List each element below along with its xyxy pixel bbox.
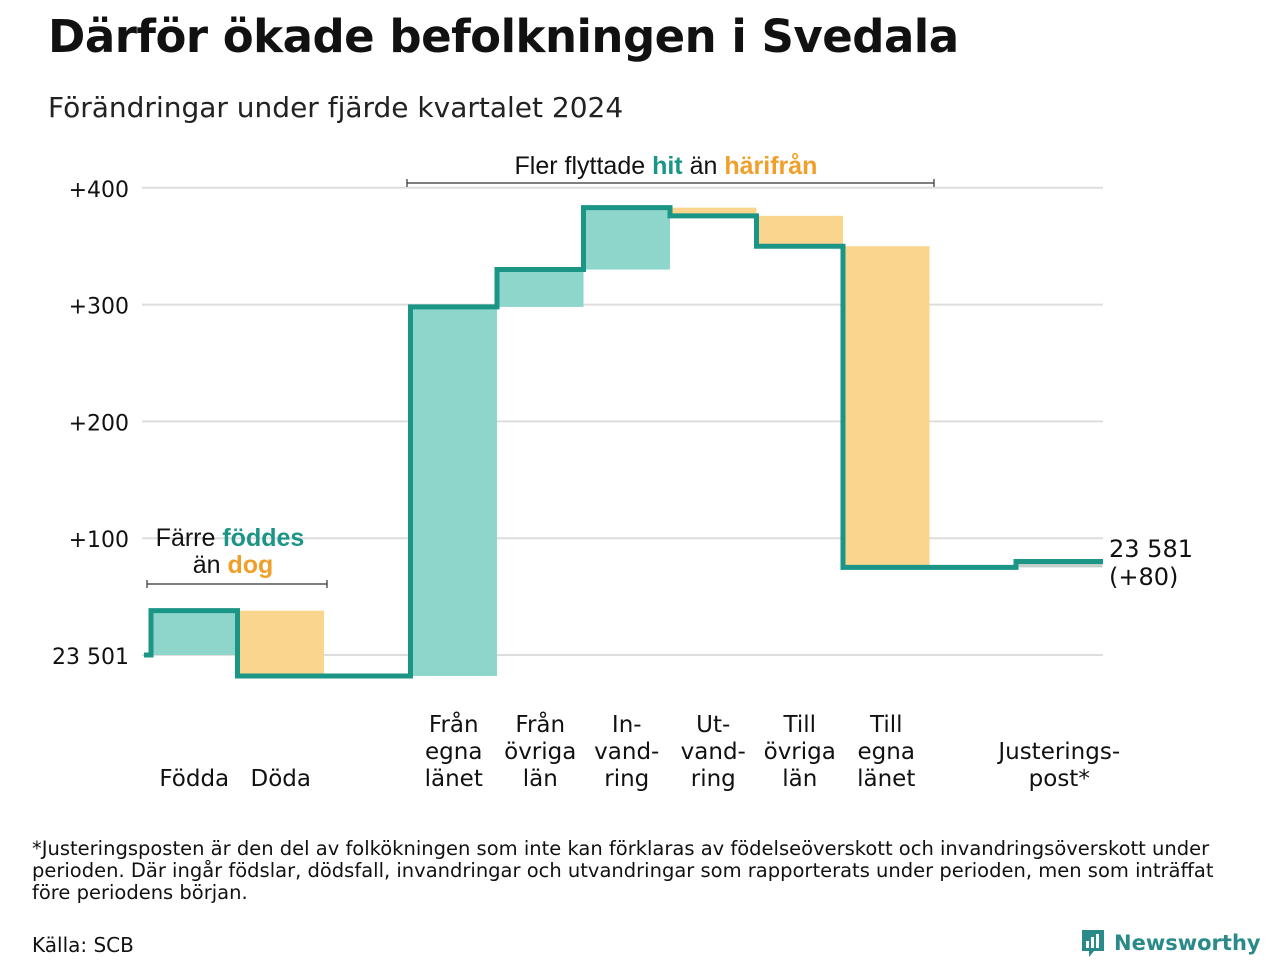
- brand-name: Newsworthy: [1114, 931, 1261, 955]
- x-axis-label: post*: [1029, 766, 1090, 792]
- x-axis-label: Från: [515, 710, 565, 738]
- migration-annotation-highlight: hit: [652, 152, 683, 180]
- x-axis-label: Döda: [251, 766, 311, 792]
- y-tick-label: 23 501: [52, 645, 129, 670]
- newsworthy-logo-icon: [1082, 930, 1104, 957]
- chart-title: Därför ökade befolkningen i Svedala: [48, 10, 959, 63]
- x-axis-label: In-: [612, 712, 642, 738]
- bar: [583, 207, 670, 270]
- x-axis-label: Ut-: [696, 712, 730, 738]
- y-tick-label: +400: [69, 178, 129, 203]
- brand-logo: Newsworthy: [1080, 928, 1261, 958]
- migration-annotation: Fler flyttade hit än härifrån: [406, 152, 935, 187]
- x-axis-label: Till: [782, 712, 816, 738]
- bar: [237, 610, 324, 677]
- chart-subtitle: Förändringar under fjärde kvartalet 2024: [48, 91, 624, 124]
- x-axis-label: vand-: [594, 739, 659, 765]
- x-axis-label: län: [782, 766, 817, 792]
- x-axis-label: övriga: [504, 739, 576, 765]
- svg-text:än dog: än dog: [193, 551, 274, 579]
- end-change: (+80): [1109, 563, 1178, 591]
- source-label: Källa: SCB: [32, 933, 134, 957]
- bar: [497, 269, 584, 307]
- y-tick-label: +100: [69, 528, 129, 553]
- end-value-label: 23 581 (+80): [1109, 535, 1193, 591]
- end-total: 23 581: [1109, 535, 1193, 563]
- x-axis-label: ring: [604, 766, 649, 792]
- births-annotation-highlight2: dog: [227, 551, 273, 579]
- x-axis-label: övriga: [764, 739, 836, 765]
- migration-annotation-middle: än: [690, 152, 718, 180]
- svg-text:Fler flyttade hit: Fler flyttade hit än härifrån: [515, 152, 818, 180]
- x-axis-label: Födda: [159, 766, 229, 792]
- x-axis-label: ring: [691, 766, 736, 792]
- x-axis-label: vand-: [681, 739, 746, 765]
- births-annotation-highlight: föddes: [222, 524, 304, 552]
- x-axis-label: län: [523, 766, 558, 792]
- x-axis-label: Från: [429, 710, 479, 738]
- x-axis-labels: Födda DödaFrånegnalänetFrånövrigalänIn-va…: [159, 710, 1120, 792]
- x-axis-label: länet: [425, 766, 483, 792]
- bar: [756, 215, 843, 247]
- y-axis-tick-labels: 23 501 +100 +200 +300 +400: [52, 178, 129, 670]
- migration-annotation-highlight2: härifrån: [724, 152, 817, 180]
- x-axis-label: Justerings-: [996, 739, 1120, 765]
- svg-text:Färre föddes: Färre föddes: [156, 524, 305, 552]
- bar: [1016, 561, 1103, 568]
- migration-annotation-prefix: Fler flyttade: [515, 152, 646, 180]
- x-axis-label: länet: [857, 766, 915, 792]
- births-annotation-middle: än: [193, 551, 221, 579]
- bar: [410, 306, 497, 677]
- bar: [843, 246, 930, 568]
- cumulative-step-line: [144, 205, 1103, 679]
- y-tick-label: +300: [69, 295, 129, 320]
- step-line: [144, 205, 1103, 679]
- waterfall-chart: 23 501+100+200+300+400 Födda DödaFrånegna…: [52, 152, 1193, 792]
- y-tick-label: +200: [69, 411, 129, 436]
- births-annotation: Färre föddes än dog: [146, 524, 328, 588]
- x-axis-label: egna: [425, 739, 482, 765]
- births-annotation-prefix: Färre: [156, 524, 216, 552]
- x-axis-label: Till: [869, 712, 903, 738]
- bars: [151, 207, 1103, 677]
- bar: [151, 610, 238, 655]
- x-axis-label: egna: [858, 739, 915, 765]
- footnote: *Justeringsposten är den del av folkökni…: [32, 837, 1214, 904]
- bar: [670, 207, 757, 216]
